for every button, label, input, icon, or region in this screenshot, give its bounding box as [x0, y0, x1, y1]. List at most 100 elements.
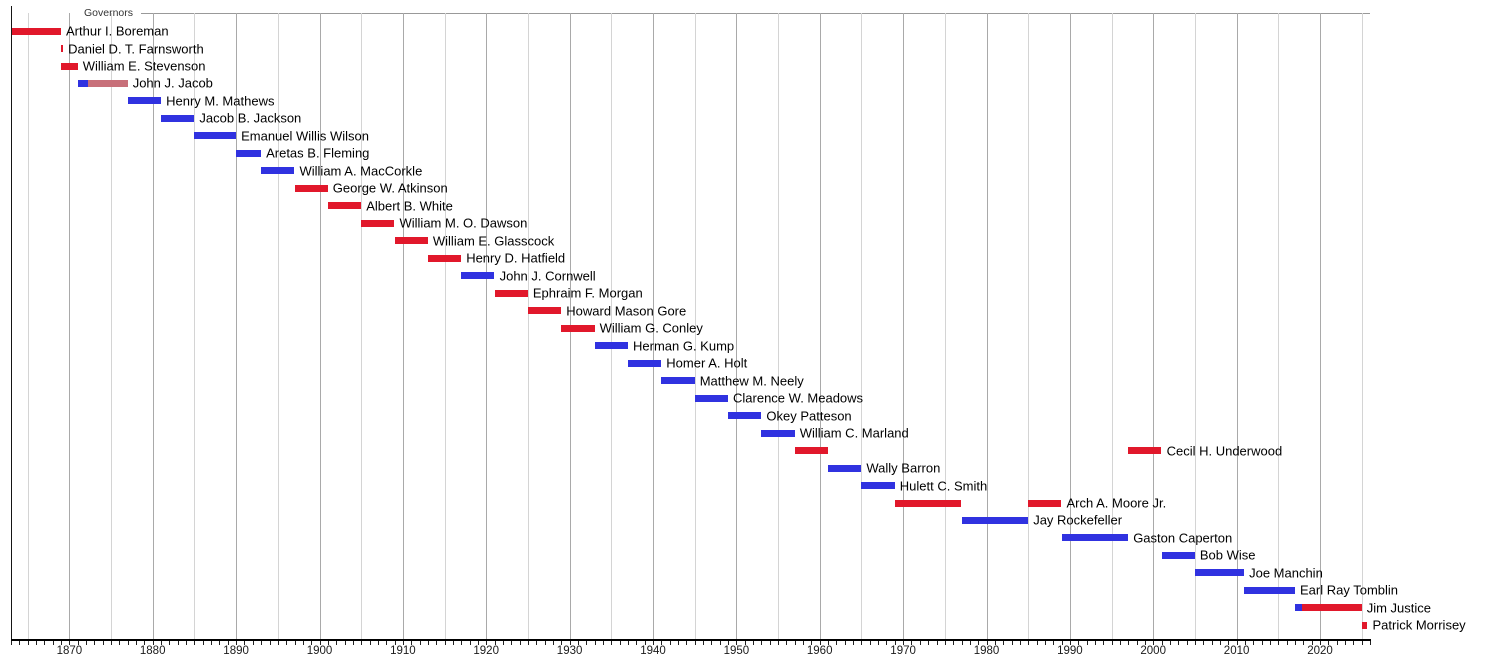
decade-gridline	[736, 13, 738, 640]
decade-gridline	[653, 13, 654, 640]
half-decade-gridline	[611, 13, 613, 640]
x-axis-tick	[469, 641, 471, 645]
x-axis-year-label: 2020	[1307, 645, 1333, 657]
x-axis-tick	[1270, 641, 1271, 645]
x-axis-tick	[653, 641, 654, 645]
governor-name-label: Henry D. Hatfield	[466, 250, 566, 266]
governor-term-bar	[694, 394, 728, 402]
x-axis-tick	[1219, 641, 1221, 645]
x-axis-tick	[186, 641, 188, 645]
x-axis-tick	[636, 641, 638, 645]
governor-name-label: Okey Patteson	[766, 408, 852, 424]
x-axis-tick	[644, 641, 646, 645]
x-axis-tick	[911, 641, 913, 645]
x-axis-year-label: 2000	[1140, 645, 1166, 657]
governor-term-bar	[861, 482, 895, 489]
x-axis-tick	[753, 641, 754, 645]
governor-term-bar	[161, 114, 195, 122]
decade-gridline	[1153, 13, 1155, 640]
x-axis-tick	[769, 641, 771, 645]
governor-name-label: Arch A. Moore Jr.	[1066, 495, 1167, 511]
x-axis-tick	[719, 641, 721, 645]
x-axis-tick	[327, 641, 329, 645]
governor-name-label: Clarence W. Meadows	[733, 390, 864, 406]
governor-term-bar	[394, 237, 428, 245]
x-axis-tick	[452, 641, 454, 645]
x-axis-tick	[1303, 641, 1305, 645]
x-axis-tick	[44, 641, 46, 645]
x-axis-tick	[1328, 641, 1330, 645]
y-axis-frame-line	[11, 6, 12, 640]
x-axis-tick	[552, 641, 554, 645]
governor-name-label: Herman G. Kump	[633, 338, 735, 354]
decade-gridline	[236, 13, 238, 640]
x-axis-tick	[853, 641, 855, 645]
x-axis-tick	[502, 641, 504, 645]
x-axis-tick	[786, 641, 788, 645]
x-axis-tick	[394, 641, 396, 645]
governor-name-label: William G. Conley	[599, 320, 703, 336]
half-decade-gridline	[361, 13, 363, 640]
decade-gridline	[1069, 13, 1071, 640]
governor-name-label: William E. Glasscock	[432, 233, 555, 249]
governor-term-bar	[1061, 534, 1129, 542]
x-axis-tick	[436, 641, 438, 645]
x-axis-tick	[1011, 641, 1013, 645]
governor-name-label: George W. Atkinson	[332, 180, 448, 196]
x-axis-tick	[628, 641, 629, 645]
x-axis-tick	[127, 641, 129, 645]
governor-term-bar	[427, 254, 462, 262]
x-axis-tick	[227, 641, 229, 645]
governor-name-label: Albert B. White	[366, 198, 453, 214]
x-axis-year-label: 1920	[473, 645, 499, 657]
x-axis-tick	[236, 641, 238, 645]
x-axis-tick	[344, 641, 346, 645]
x-axis-tick	[1211, 641, 1213, 645]
x-axis-tick	[869, 641, 871, 645]
x-axis-tick	[111, 641, 112, 645]
governor-term-bar	[1194, 569, 1245, 577]
x-axis-tick	[152, 641, 154, 645]
governor-term-bar	[527, 307, 562, 315]
x-axis-tick	[1078, 641, 1080, 645]
x-axis-line	[11, 639, 1371, 641]
x-axis-year-label: 2010	[1223, 645, 1250, 657]
governor-term-bar	[77, 79, 88, 87]
x-axis-tick	[461, 641, 463, 645]
governor-term-bar	[236, 149, 262, 157]
x-axis-tick	[177, 641, 179, 645]
governor-term-bar	[561, 324, 595, 332]
x-axis-tick	[219, 641, 221, 645]
governor-name-label: Ephraim F. Morgan	[532, 285, 643, 301]
x-axis-tick	[1061, 641, 1063, 645]
x-axis-tick	[1053, 641, 1055, 645]
x-axis-tick	[1144, 641, 1146, 645]
governor-name-label: William E. Stevenson	[82, 58, 206, 74]
x-axis-tick	[27, 641, 29, 645]
x-axis-year-label: 1960	[806, 645, 833, 657]
half-decade-gridline	[27, 13, 29, 640]
x-axis-tick	[286, 641, 288, 645]
x-axis-tick	[427, 641, 429, 645]
x-axis-tick	[311, 641, 313, 645]
governor-name-label: Earl Ray Tomblin	[1300, 582, 1399, 598]
x-axis-tick	[19, 641, 21, 645]
x-axis-tick	[1019, 641, 1021, 645]
x-axis-tick	[252, 641, 254, 645]
x-axis-tick	[11, 641, 12, 645]
x-axis-tick	[1119, 641, 1121, 645]
x-axis-tick	[402, 641, 404, 645]
x-axis-tick	[244, 641, 246, 645]
legend-line	[141, 13, 1370, 14]
x-axis-tick	[978, 641, 980, 645]
governor-term-bar	[327, 202, 362, 210]
governor-name-label: Henry M. Mathews	[166, 93, 275, 109]
governor-term-bar	[361, 219, 395, 227]
governor-term-bar	[628, 359, 662, 367]
x-axis-tick	[61, 641, 62, 645]
x-axis-tick	[1261, 641, 1263, 645]
governor-name-label: Aretas B. Fleming	[266, 145, 370, 161]
x-axis-tick	[1136, 641, 1138, 645]
x-axis-tick	[352, 641, 354, 645]
